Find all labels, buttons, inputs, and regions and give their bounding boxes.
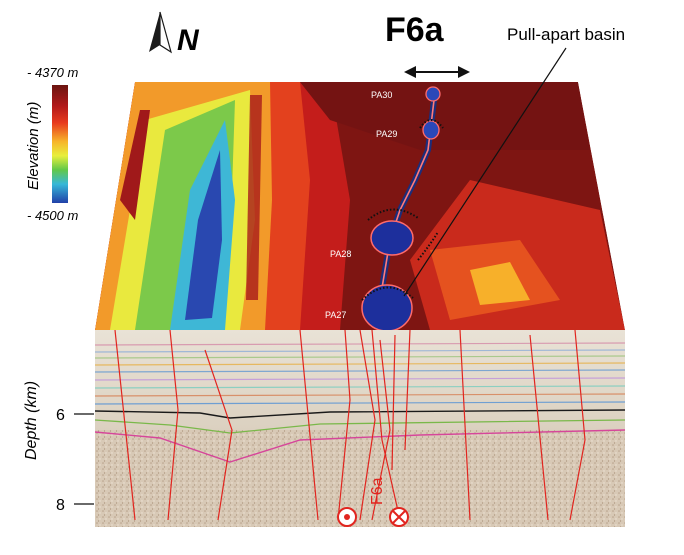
out-of-page-icon: [337, 507, 357, 527]
basin-pa30-label: PA30: [371, 90, 392, 100]
depth-axis-title: Depth (km): [23, 381, 40, 460]
extension-arrow-icon: [404, 66, 470, 78]
legend-colorbar: [52, 85, 68, 203]
north-label: N: [177, 24, 200, 57]
depth-axis: Depth (km) 6 8: [23, 381, 94, 514]
fault-title: F6a: [385, 11, 445, 49]
elevation-legend: - 4370 m - 4500 m Elevation (m): [25, 65, 78, 223]
bathymetry-map: [95, 82, 625, 330]
basin-label: Pull-apart basin: [507, 25, 625, 44]
depth-tick-6: 6: [56, 407, 65, 424]
legend-title: Elevation (m): [25, 102, 42, 190]
seismic-section: [95, 330, 625, 527]
legend-max-label: - 4370 m: [27, 65, 78, 80]
basin-pa27-label: PA27: [325, 310, 346, 320]
north-arrow: N: [149, 11, 200, 57]
depth-tick-8: 8: [56, 497, 65, 514]
basin-leader-line: [403, 47, 567, 297]
into-page-icon: [389, 507, 409, 527]
basin-pa29-label: PA29: [376, 129, 397, 139]
section-fault-label: F6a: [369, 477, 386, 505]
basin-pa28-label: PA28: [330, 249, 351, 259]
legend-min-label: - 4500 m: [27, 208, 78, 223]
